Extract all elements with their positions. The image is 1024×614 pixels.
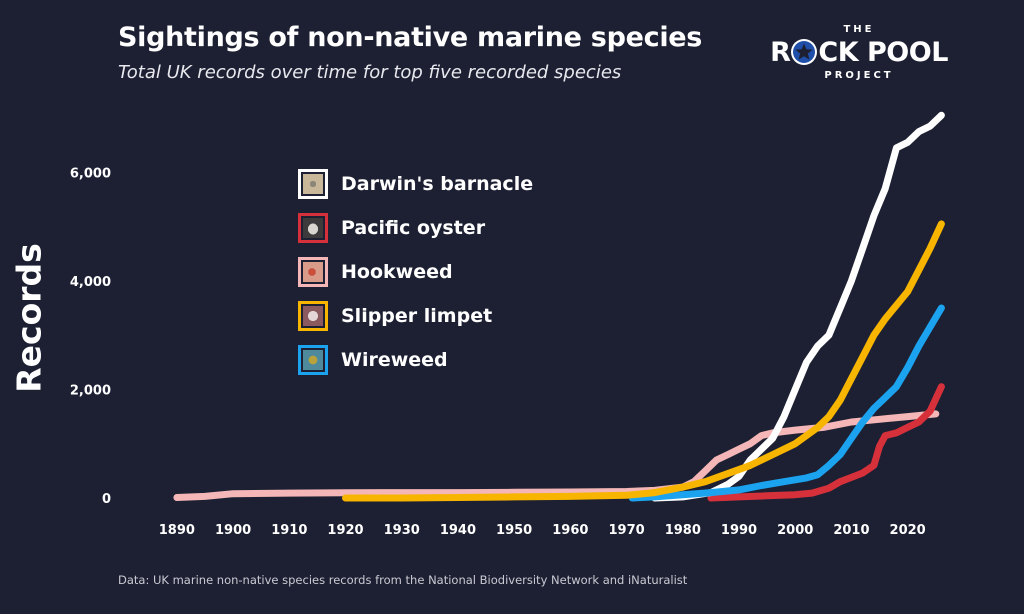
y-tick-label: 2,000 [70, 383, 111, 398]
rock-pool-project-logo: THE R CK POOL PROJECT [766, 24, 952, 82]
y-tick-label: 0 [102, 492, 111, 507]
logo-bottom-text: PROJECT [824, 70, 894, 81]
x-axis-ticks: 1890 1900 1910 1920 1930 1940 1950 1960 1970 1980… [159, 523, 926, 538]
x-tick-label: 1990 [721, 523, 757, 538]
legend-label: Slipper limpet [341, 305, 493, 327]
legend-label: Hookweed [341, 261, 453, 283]
chart-legend: Darwin's barnacle Pacific oyster Hookwee… [298, 162, 533, 382]
legend-label: Darwin's barnacle [341, 173, 534, 195]
legend-item-wireweed: Wireweed [298, 338, 533, 382]
x-tick-label: 1950 [496, 523, 532, 538]
logo-main-text: R CK POOL [766, 36, 952, 70]
x-tick-label: 2020 [890, 523, 926, 538]
series-lines [173, 111, 945, 502]
limpet-photo-icon [298, 301, 328, 331]
chart-title: Sightings of non-native marine species [118, 22, 703, 53]
legend-label: Wireweed [341, 349, 448, 371]
x-tick-label: 1890 [159, 523, 195, 538]
legend-item-hookweed: Hookweed [298, 250, 533, 294]
x-tick-label: 1910 [271, 523, 307, 538]
y-tick-label: 6,000 [70, 166, 111, 181]
x-tick-label: 1900 [215, 523, 251, 538]
x-tick-label: 1920 [327, 523, 363, 538]
barnacle-photo-icon [298, 169, 328, 199]
x-tick-label: 1980 [665, 523, 701, 538]
x-tick-label: 1960 [552, 523, 588, 538]
oyster-photo-icon [298, 213, 328, 243]
series-line-pacific-oyster [707, 383, 945, 502]
legend-label: Pacific oyster [341, 217, 486, 239]
logo-word-start: R [770, 37, 791, 68]
series-line-wireweed [628, 304, 945, 502]
chart-subtitle: Total UK records over time for top five … [118, 62, 622, 83]
logo-word-end: CK POOL [818, 37, 948, 68]
x-tick-label: 1970 [608, 523, 644, 538]
y-tick-label: 4,000 [70, 275, 111, 290]
legend-item-darwins-barnacle: Darwin's barnacle [298, 162, 533, 206]
data-source-footnote: Data: UK marine non-native species recor… [118, 573, 688, 587]
star-icon [791, 39, 818, 65]
series-line-darwin-s-barnacle [651, 111, 945, 502]
y-axis-ticks: 0 2,000 4,000 6,000 [70, 166, 111, 507]
x-tick-label: 2000 [777, 523, 813, 538]
wireweed-photo-icon [298, 345, 328, 375]
y-axis-label: Records [9, 243, 49, 393]
logo-top-text: THE [843, 24, 875, 35]
x-tick-label: 1930 [384, 523, 420, 538]
x-tick-label: 1940 [440, 523, 476, 538]
hookweed-photo-icon [298, 257, 328, 287]
series-line-slipper-limpet [342, 220, 945, 502]
legend-item-slipper-limpet: Slipper limpet [298, 294, 533, 338]
legend-item-pacific-oyster: Pacific oyster [298, 206, 533, 250]
x-tick-label: 2010 [833, 523, 869, 538]
